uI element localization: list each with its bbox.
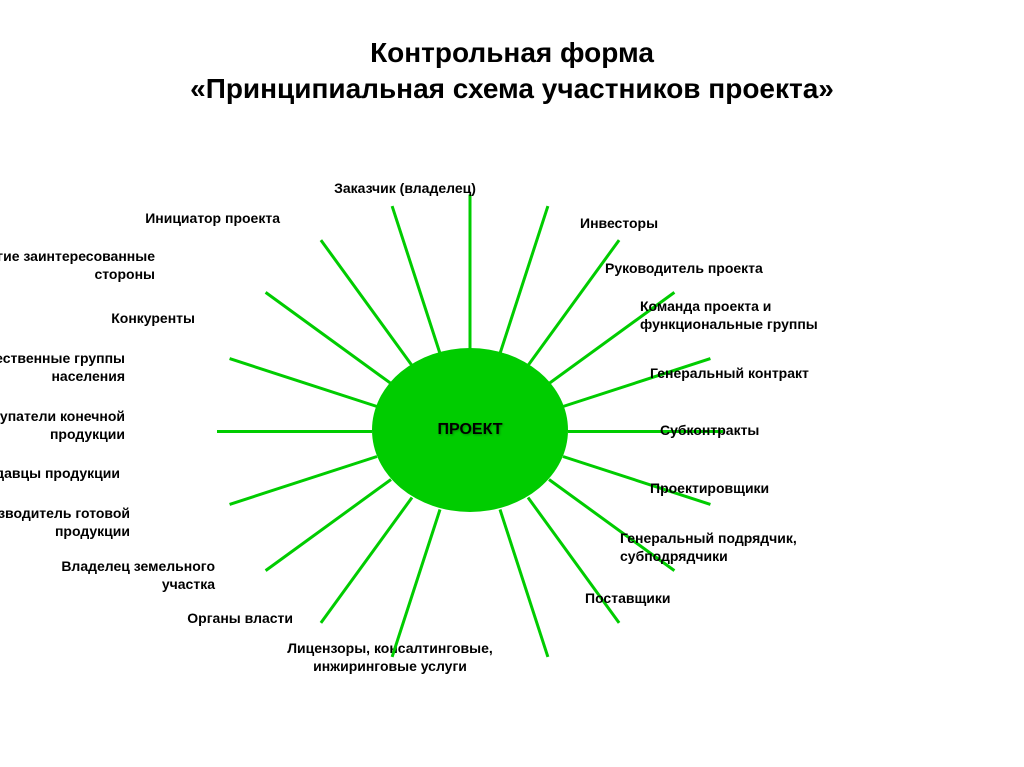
ray-18 <box>390 206 441 354</box>
slide-title: Контрольная форма «Принципиальная схема … <box>0 35 1024 108</box>
participant-label-5: Субконтракты <box>660 422 759 440</box>
ray-16 <box>264 291 391 385</box>
participant-label-3: Команда проекта и функциональные группы <box>640 298 818 333</box>
participant-label-15: Общественные группы населения <box>0 350 125 385</box>
participant-label-11: Владелец земельного участка <box>0 558 215 593</box>
participant-label-14: Покупатели конечной продукции <box>0 408 125 443</box>
radial-diagram: Заказчик (владелец) Инвесторы Руководитель… <box>0 160 1024 720</box>
ray-1 <box>499 206 550 354</box>
participant-label-18: Инициатор проекта <box>60 210 280 228</box>
participant-label-1: Инвесторы <box>580 215 658 233</box>
participant-label-16: Конкуренты <box>0 310 195 328</box>
ray-13 <box>229 455 377 506</box>
ray-15 <box>229 357 377 408</box>
ray-0 <box>469 195 472 350</box>
participant-label-0: Заказчик (владелец) <box>275 180 535 198</box>
ray-14 <box>217 430 372 433</box>
ray-17 <box>320 239 414 366</box>
participant-label-4: Генеральный контракт <box>650 365 809 383</box>
center-node: ПРОЕКТ <box>372 348 568 512</box>
ray-12 <box>264 478 391 572</box>
participant-label-12: Производитель готовой продукции <box>0 505 130 540</box>
participant-label-17: Другие заинтересованные стороны <box>0 248 155 283</box>
participant-label-10: Органы власти <box>73 610 293 628</box>
ray-11 <box>320 497 414 624</box>
participant-label-8: Поставщики <box>585 590 671 608</box>
participant-label-7: Генеральный подрядчик, субподрядчики <box>620 530 797 565</box>
ray-9 <box>499 509 550 657</box>
center-node-label: ПРОЕКТ <box>437 421 502 439</box>
ray-2 <box>526 239 620 366</box>
ray-10 <box>390 509 441 657</box>
participant-label-9: Лицензоры, консалтинговые, инжиринговые … <box>260 640 520 675</box>
title-line1: Контрольная форма <box>0 35 1024 71</box>
participant-label-6: Проектировщики <box>650 480 769 498</box>
title-line2: «Принципиальная схема участников проекта… <box>0 71 1024 107</box>
participant-label-2: Руководитель проекта <box>605 260 763 278</box>
participant-label-13: Продавцы продукции <box>0 465 120 483</box>
